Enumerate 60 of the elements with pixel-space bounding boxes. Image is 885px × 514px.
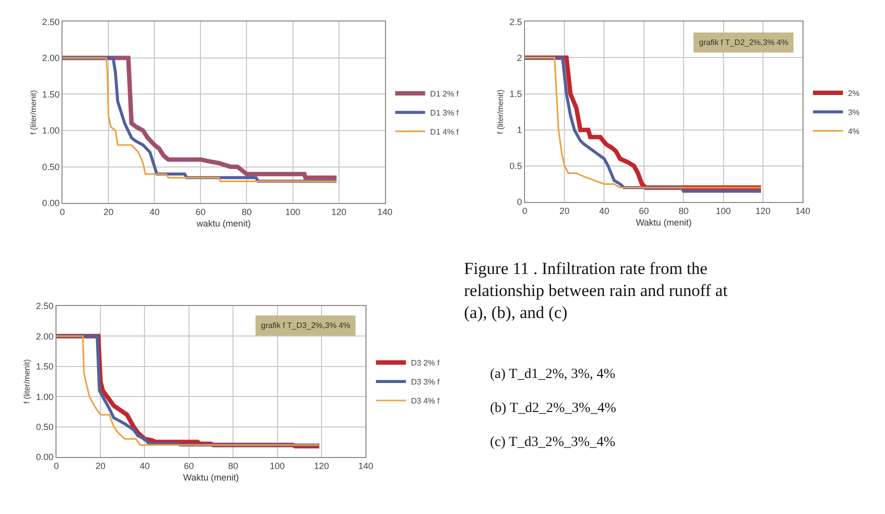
- x-tick-label: 120: [331, 206, 346, 217]
- y-axis-title: f (liter/menit): [28, 90, 38, 135]
- x-tick-label: 140: [358, 460, 374, 471]
- legend-label: 4%: [848, 126, 860, 136]
- x-tick-label: 20: [559, 206, 570, 216]
- y-tick-label: 1.5: [509, 88, 522, 99]
- y-tick-label: 1.50: [36, 362, 54, 372]
- x-axis-title: Waktu (menit): [636, 218, 692, 228]
- x-tick-label: 140: [377, 206, 392, 217]
- x-tick-label: 80: [242, 206, 252, 217]
- x-axis-title: Waktu (menit): [183, 472, 239, 483]
- y-tick-label: 2.5: [509, 16, 522, 27]
- legend-label: D1 3% f: [430, 108, 460, 118]
- x-tick-label: 140: [795, 206, 810, 216]
- x-axis-title: waktu (menit): [196, 218, 251, 229]
- legend-label: 3%: [848, 108, 860, 117]
- x-tick-label: 120: [755, 206, 771, 216]
- y-axis-title: f (liter/menit): [496, 89, 506, 134]
- x-tick-label: 60: [638, 206, 649, 216]
- text: Figure 11 . Infiltration rate from the relationship between rain and runoff at (a), (b), and (c): [464, 259, 728, 322]
- text: (c) T_d3_2%_3%_4%: [490, 435, 616, 450]
- legend-label: D3 2% f: [410, 358, 440, 368]
- legend-label: D1 4% f: [430, 127, 460, 136]
- legend-label: D1 2% f: [430, 89, 460, 98]
- y-tick-label: 0.50: [36, 422, 54, 432]
- x-tick-label: 60: [196, 206, 206, 217]
- y-tick-label: 2.50: [36, 301, 54, 312]
- x-tick-label: 100: [270, 460, 285, 471]
- text: (a) T_d1_2%, 3%, 4%: [490, 367, 616, 382]
- legend-label: D3 3% f: [410, 378, 440, 387]
- legend-label: D3 4% f: [410, 396, 440, 406]
- annotation: grafik f T_D3_2%,3% 4%: [261, 321, 350, 330]
- x-tick-label: 20: [96, 460, 106, 471]
- x-tick-label: 40: [150, 206, 160, 217]
- y-tick-label: 1.00: [42, 126, 60, 136]
- x-tick-label: 40: [599, 206, 610, 216]
- y-tick-label: 0.50: [42, 162, 60, 172]
- legend-label: 2%: [848, 88, 860, 98]
- x-tick-label: 100: [285, 206, 300, 217]
- y-tick-label: 1.50: [42, 89, 60, 100]
- x-tick-label: 120: [314, 460, 330, 471]
- y-tick-label: 0: [516, 197, 522, 208]
- annotation: grafik f T_D2_2%,3% 4%: [699, 38, 788, 47]
- y-tick-label: 0.00: [42, 198, 60, 208]
- y-tick-label: 0.00: [36, 452, 54, 462]
- y-axis-title: f (liter/menit): [22, 358, 32, 404]
- x-tick-label: 60: [184, 460, 194, 471]
- text: (b) T_d2_2%_3%_4%: [490, 401, 616, 416]
- y-tick-label: 1: [516, 125, 522, 136]
- y-tick-label: 2: [516, 52, 522, 63]
- x-tick-label: 100: [716, 206, 731, 216]
- y-tick-label: 2.50: [42, 16, 60, 27]
- y-tick-label: 1.00: [36, 392, 54, 402]
- y-tick-label: 2.00: [42, 53, 60, 64]
- x-tick-label: 20: [103, 206, 114, 217]
- y-tick-label: 0.5: [509, 161, 522, 172]
- x-tick-label: 40: [140, 460, 150, 471]
- x-tick-label: 80: [228, 460, 238, 471]
- y-tick-label: 2.00: [36, 331, 54, 342]
- x-tick-label: 80: [678, 206, 689, 216]
